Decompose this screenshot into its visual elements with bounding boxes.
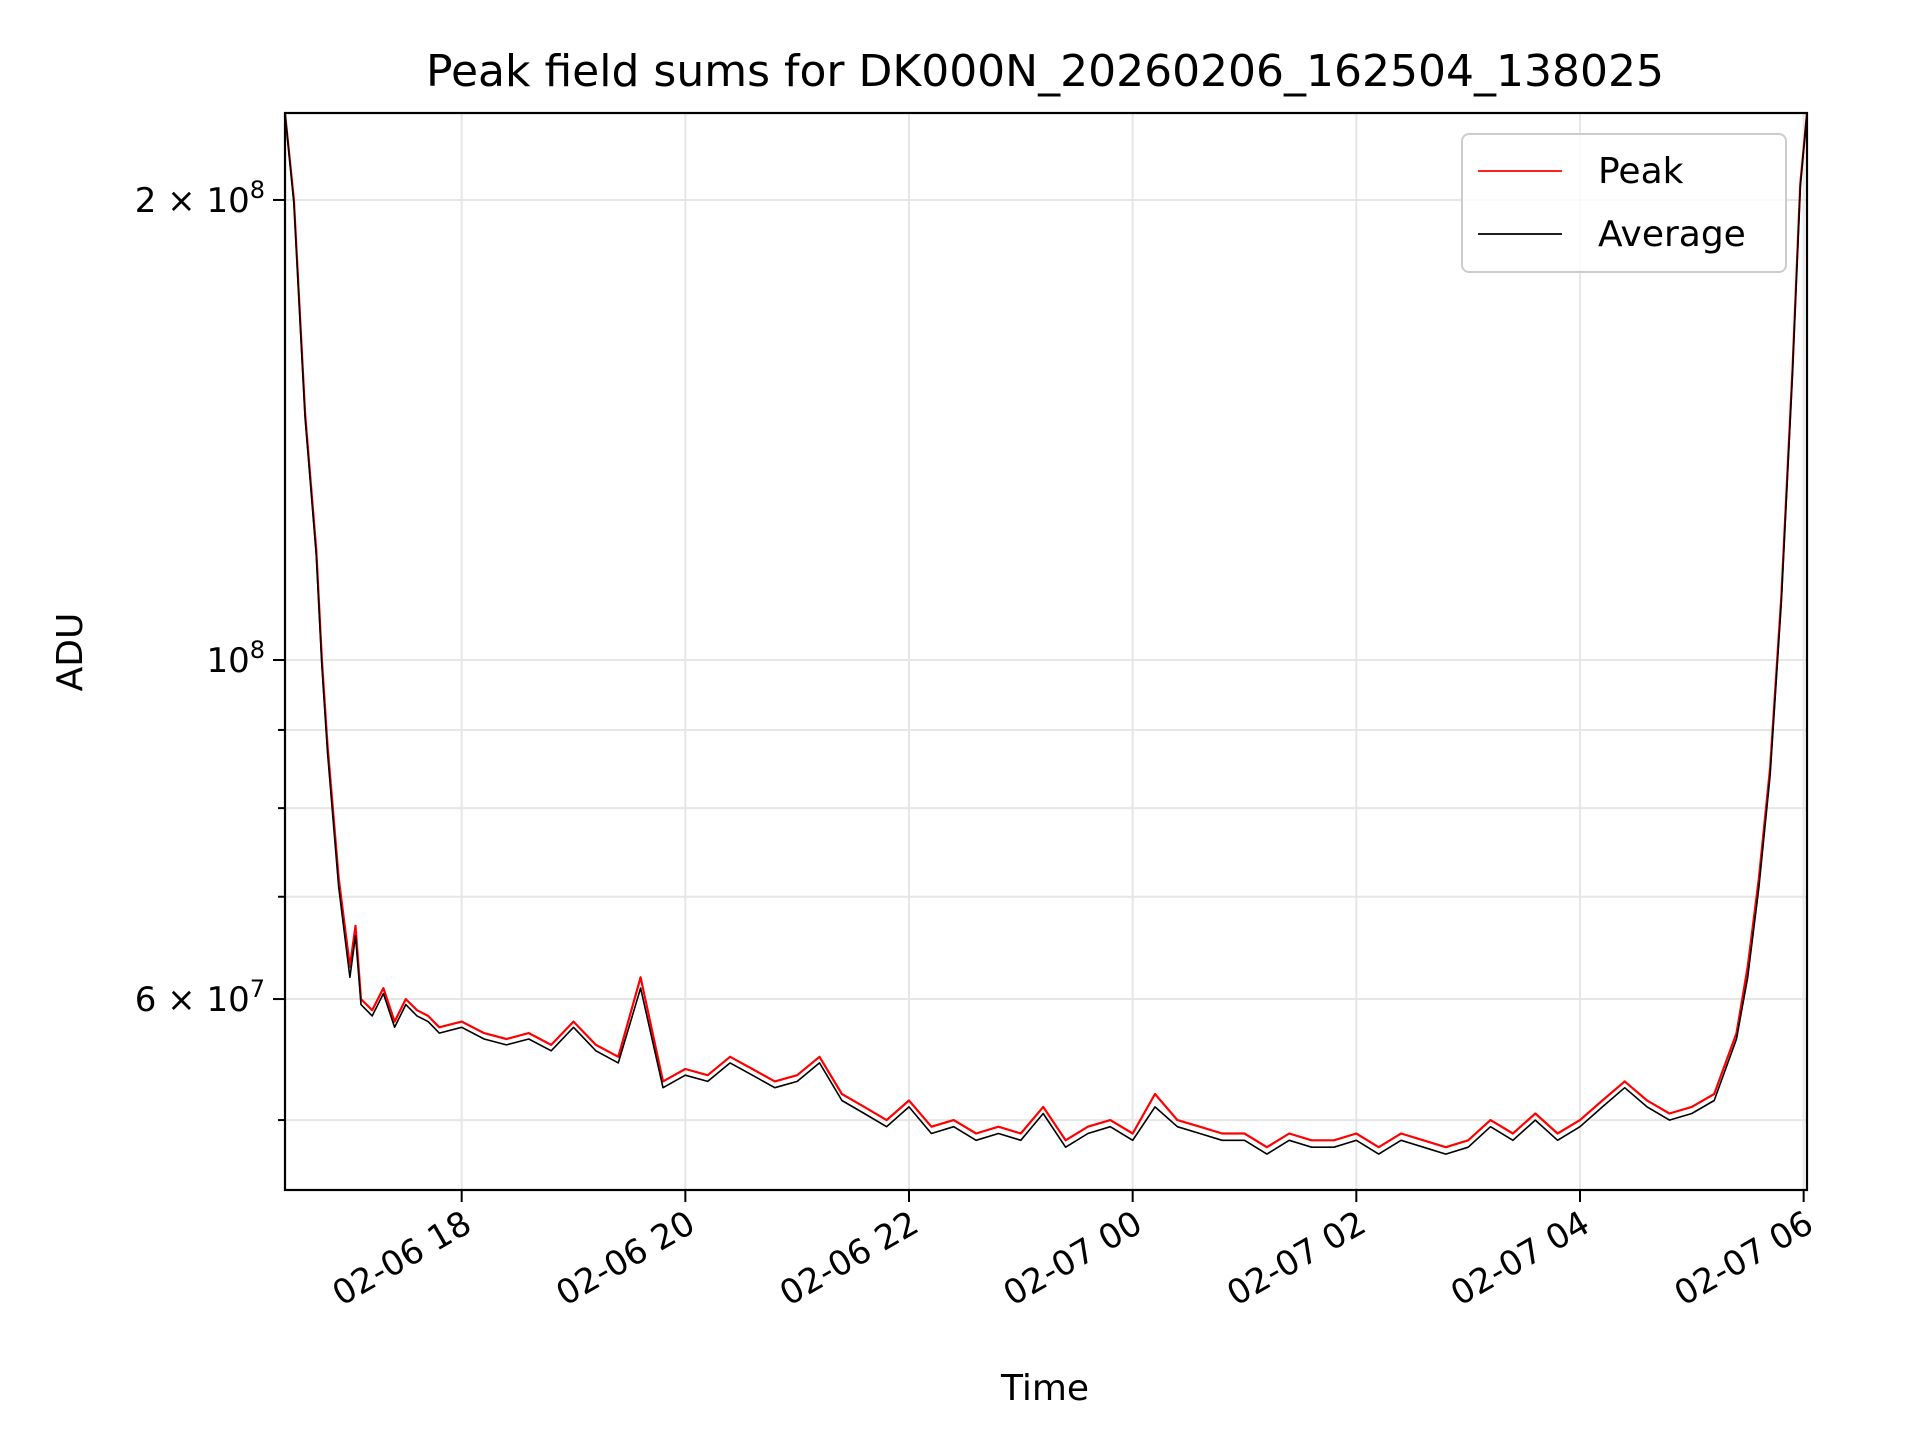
y-axis-label: ADU: [50, 613, 91, 692]
y-tick-label: 108: [206, 636, 265, 681]
series-line-peak: [283, 112, 1809, 1149]
x-axis-label: Time: [1000, 1368, 1089, 1409]
y-tick-label: 6 × 107: [135, 975, 265, 1020]
plot-frame: [283, 111, 1809, 1192]
y-tick-label: 2 × 108: [135, 176, 265, 221]
legend-label-average: Average: [1598, 214, 1746, 255]
legend-label-peak: Peak: [1598, 151, 1684, 192]
legend: Peak Average: [1461, 133, 1787, 273]
chart-title: Peak field sums for DK000N_20260206_1625…: [426, 46, 1664, 97]
legend-box: [1461, 133, 1787, 273]
series-lines: [283, 112, 1809, 1155]
grid-lines: [285, 113, 1807, 1190]
series-line-average: [284, 112, 1808, 1155]
